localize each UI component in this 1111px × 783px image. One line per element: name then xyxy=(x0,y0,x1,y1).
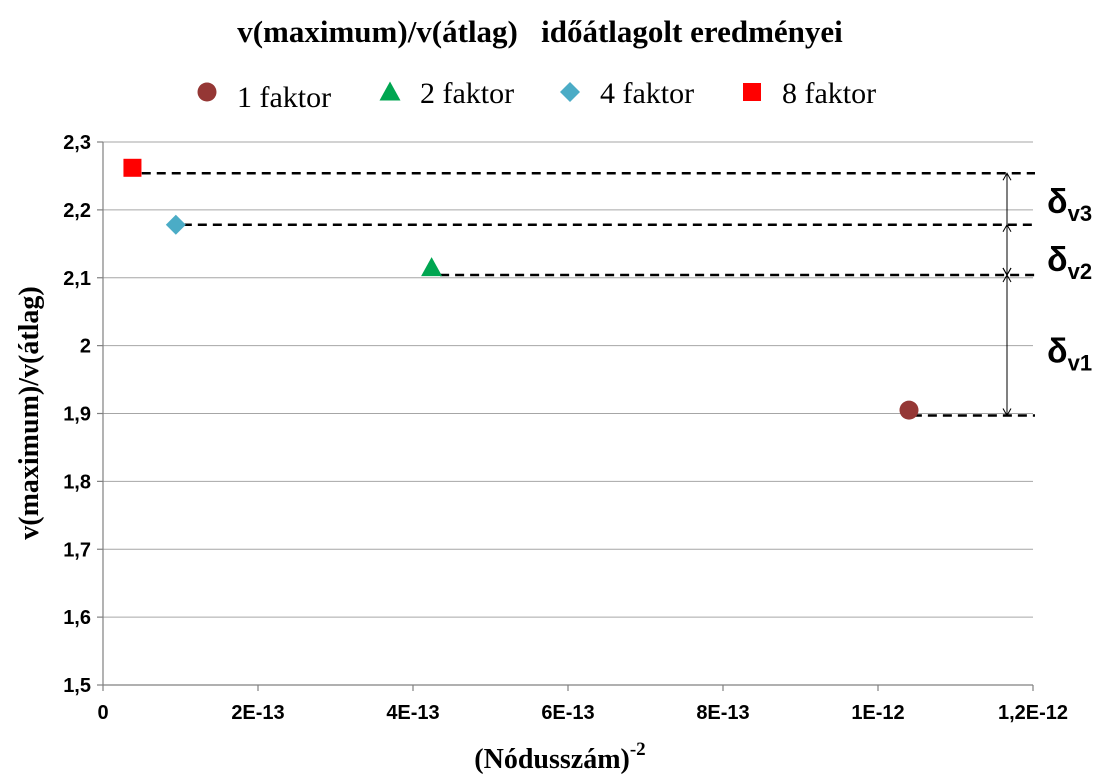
point-diamond-0 xyxy=(165,214,186,235)
point-circle-0 xyxy=(899,400,919,420)
legend-marker-2 xyxy=(560,82,580,102)
delta-label-2: δv1 xyxy=(1047,332,1092,375)
delta-sub-1: v2 xyxy=(1068,259,1092,284)
x-tick-label-6: 1,2E-12 xyxy=(998,702,1068,724)
delta-symbol-0: δ xyxy=(1047,183,1068,221)
y-axis-title: v(maximum)/v(átlag) xyxy=(14,286,45,540)
legend-label-1: 2 faktor xyxy=(420,77,514,110)
reference-lines xyxy=(141,171,1035,417)
legend-marker-3 xyxy=(743,83,761,101)
x-axis-title-main: (Nódusszám) xyxy=(474,744,630,775)
y-tick-label-1: 1,6 xyxy=(63,607,91,629)
x-tick-label-2: 4E-13 xyxy=(386,702,439,724)
x-tick-label-1: 2E-13 xyxy=(231,702,284,724)
y-tick-label-7: 2,2 xyxy=(63,200,91,222)
delta-label-1: δv2 xyxy=(1047,241,1092,284)
y-tick-label-5: 2 xyxy=(80,336,91,358)
y-tick-label-3: 1,8 xyxy=(63,471,91,493)
x-tick-label-4: 8E-13 xyxy=(696,702,749,724)
x-tick-label-0: 0 xyxy=(97,702,108,724)
legend-label-3: 8 faktor xyxy=(782,77,876,110)
delta-symbol-2: δ xyxy=(1047,332,1068,370)
x-axis-title-sup: -2 xyxy=(630,739,646,760)
y-tick-label-2: 1,7 xyxy=(63,539,91,561)
delta-symbol-1: δ xyxy=(1047,241,1068,279)
y-tick-label-4: 1,9 xyxy=(63,404,91,426)
x-tick-label-3: 6E-13 xyxy=(541,702,594,724)
y-tick-label-6: 2,1 xyxy=(63,268,91,290)
axes xyxy=(97,141,1034,691)
legend: 1 faktor 2 faktor 4 faktor 8 faktor xyxy=(197,77,876,114)
data-points xyxy=(123,158,919,420)
gridlines xyxy=(103,141,1033,618)
delta-label-0: δv3 xyxy=(1047,183,1092,226)
delta-sub-2: v1 xyxy=(1068,350,1092,375)
chart-title: v(maximum)/v(átlag) időátlagolt eredmény… xyxy=(237,14,843,49)
y-tick-label-0: 1,5 xyxy=(63,675,91,697)
legend-label-2: 4 faktor xyxy=(600,77,694,110)
tick-labels: 1,5 1,6 1,7 1,8 1,9 2 2,1 2,2 2,3 0 2E-13 4E-13 6E-1… xyxy=(63,132,1068,724)
legend-label-0: 1 faktor xyxy=(237,81,331,114)
point-triangle-0 xyxy=(421,257,443,277)
legend-marker-0 xyxy=(197,82,217,102)
y-tick-label-8: 2,3 xyxy=(63,132,91,154)
x-tick-label-5: 1E-12 xyxy=(851,702,904,724)
legend-marker-1 xyxy=(379,81,401,101)
x-axis-title: (Nódusszám)-2 xyxy=(474,739,645,775)
delta-sub-0: v3 xyxy=(1068,201,1092,226)
point-square-0 xyxy=(123,158,142,177)
